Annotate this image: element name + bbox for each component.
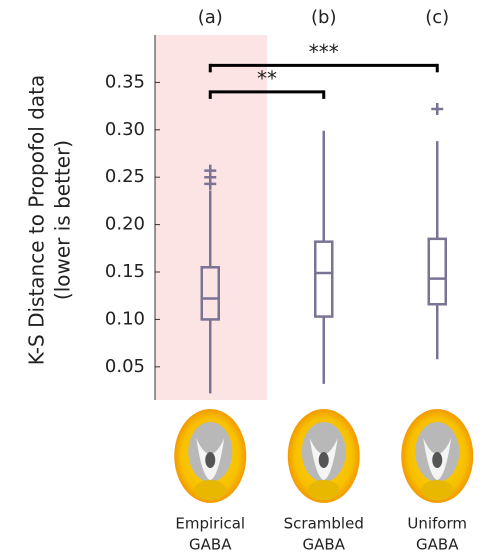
- brain-dark: [432, 452, 443, 468]
- significance-label: ***: [309, 40, 339, 64]
- y-axis-label-line: (lower is better): [51, 140, 75, 300]
- box: [427, 237, 447, 306]
- group-label: (b): [311, 7, 336, 28]
- y-tick-label: 0.35: [105, 71, 145, 92]
- y-tick-label: 0.15: [105, 261, 145, 282]
- y-tick-label: 0.20: [105, 214, 145, 235]
- y-tick-label: 0.10: [105, 308, 145, 329]
- brain-lower: [307, 480, 340, 500]
- y-axis-label: K-S Distance to Propofol data (lower is …: [25, 75, 75, 365]
- brain-dark: [318, 452, 329, 468]
- x-tick-label: GABA: [303, 536, 346, 554]
- x-tick-label: Empirical: [175, 515, 245, 533]
- y-axis-label-line: K-S Distance to Propofol data: [25, 75, 49, 365]
- x-tick-label: Scrambled: [284, 515, 364, 533]
- significance-label: **: [257, 66, 277, 90]
- group-label: (a): [198, 7, 223, 28]
- brain-icon: [174, 409, 247, 503]
- box: [314, 240, 334, 318]
- y-tick-label: 0.30: [105, 119, 145, 140]
- box: [200, 266, 220, 321]
- brain-lower: [194, 480, 227, 500]
- x-tick-label: Uniform: [407, 515, 467, 533]
- outlier: [204, 164, 217, 177]
- brain-lower: [421, 480, 454, 500]
- brain-dark: [205, 452, 216, 468]
- y-tick-label: 0.25: [105, 166, 145, 187]
- group-label: (c): [425, 7, 449, 28]
- x-tick-label: GABA: [189, 536, 232, 554]
- x-tick-label: GABA: [416, 536, 459, 554]
- brain-icon: [401, 409, 474, 503]
- y-tick-label: 0.05: [105, 356, 145, 377]
- brain-icon: [287, 409, 360, 503]
- outlier: [431, 102, 444, 115]
